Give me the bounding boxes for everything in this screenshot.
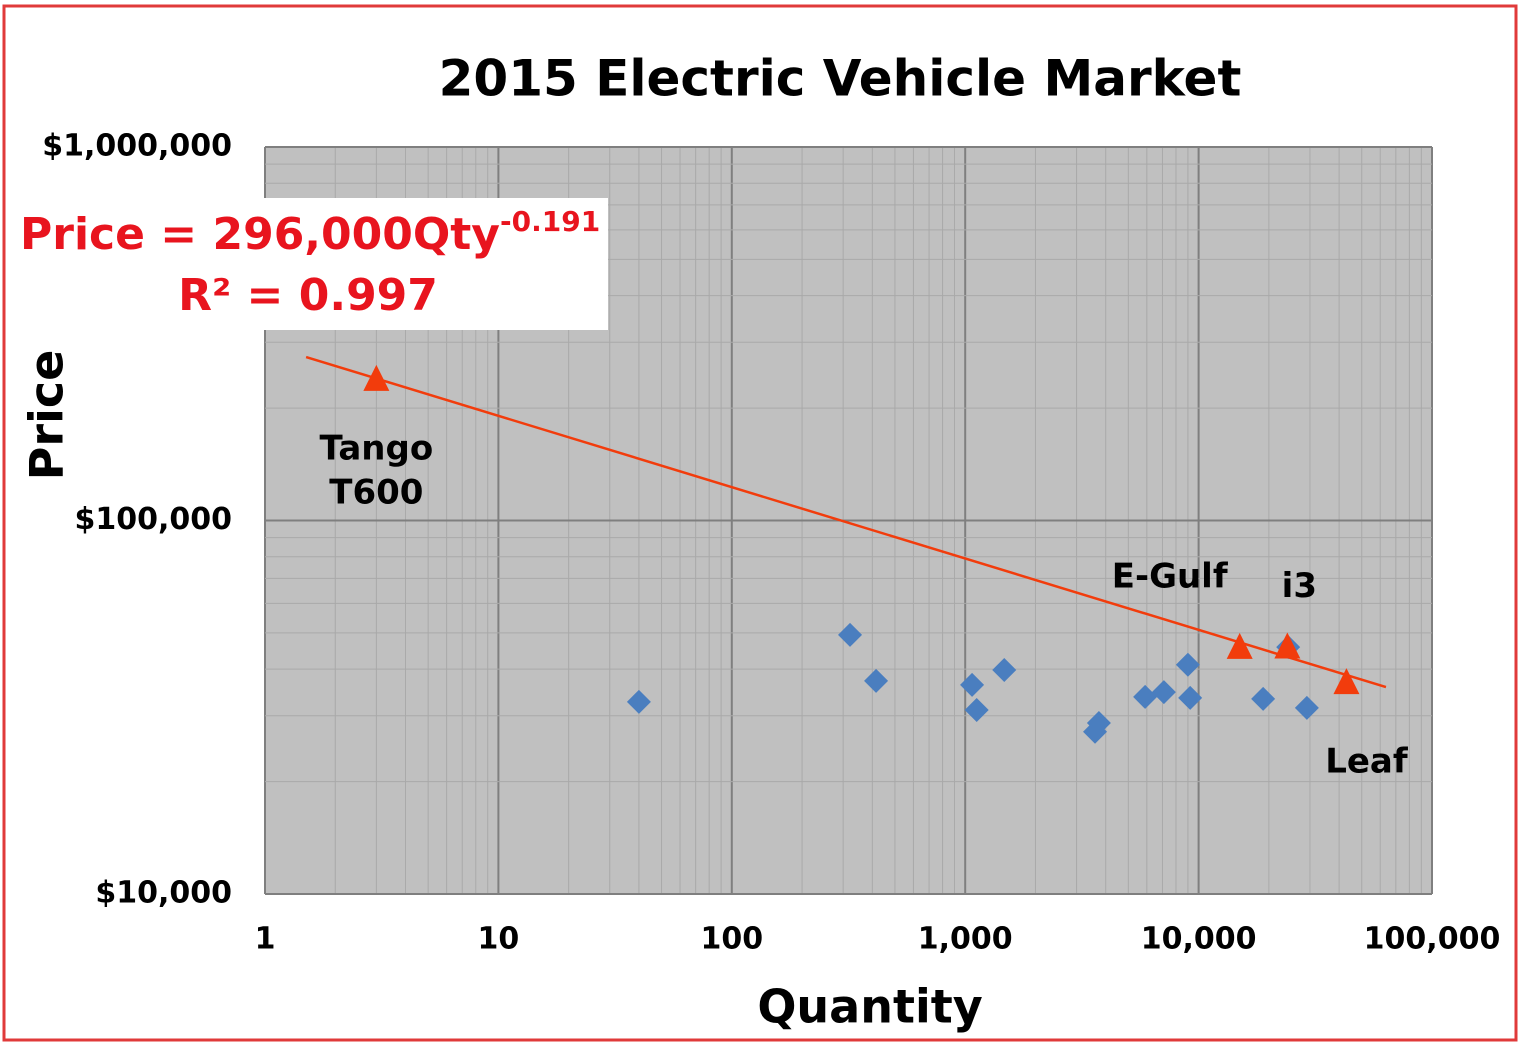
point [1178, 685, 1203, 710]
point [1274, 632, 1301, 659]
point [1175, 652, 1200, 677]
x-tick-label: 10 [478, 922, 520, 957]
x-tick-label: 1,000 [918, 922, 1013, 957]
marks [305, 355, 1387, 744]
point-label: T600 [329, 472, 423, 512]
point-label: Leaf [1325, 742, 1409, 782]
point [1251, 686, 1276, 711]
point [1151, 680, 1176, 705]
y-tick-label: $100,000 [74, 502, 232, 537]
point-label: i3 [1282, 566, 1317, 606]
point [1133, 684, 1158, 709]
point [1294, 695, 1319, 720]
point [960, 672, 985, 697]
point [838, 622, 863, 647]
chart-title: 2015 Electric Vehicle Market [439, 50, 1242, 108]
equation: Price = 296,000Qty-0.191 [20, 205, 600, 260]
point-label: Tango [320, 428, 434, 468]
y-tick-label: $1,000,000 [42, 129, 232, 164]
point [992, 657, 1017, 682]
x-tick-label: 100,000 [1364, 922, 1501, 957]
point-label: E-Gulf [1112, 556, 1229, 596]
point [1226, 632, 1253, 659]
x-axis-label: Quantity [757, 980, 982, 1034]
point [363, 364, 390, 391]
point [1333, 668, 1360, 695]
y-axis-label: Price [20, 350, 74, 481]
x-tick-label: 1 [255, 922, 276, 957]
r-squared: R² = 0.997 [178, 270, 438, 321]
trendline [305, 355, 1387, 689]
x-tick-label: 10,000 [1141, 922, 1257, 957]
point [626, 689, 651, 714]
point [964, 697, 989, 722]
equation-box [14, 198, 608, 330]
x-tick-label: 100 [700, 922, 763, 957]
equation-exponent: -0.191 [500, 205, 600, 238]
equation-text: Price = 296,000Qty [20, 209, 500, 260]
point [864, 668, 889, 693]
point [1086, 710, 1111, 735]
y-tick-label: $10,000 [95, 876, 232, 911]
